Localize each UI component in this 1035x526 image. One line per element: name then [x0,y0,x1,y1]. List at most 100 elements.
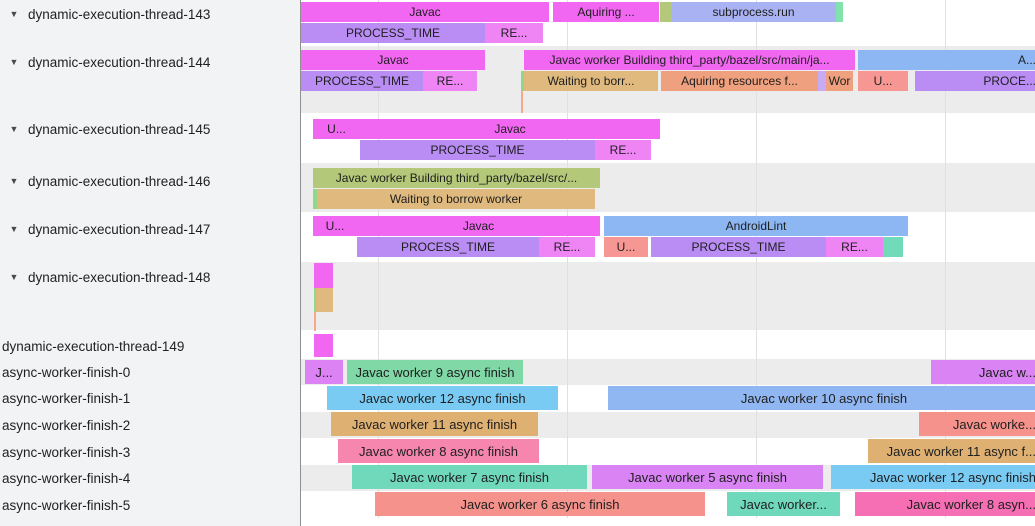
slice-label: subprocess.run [712,5,795,19]
slice-label: U... [873,74,893,88]
track-row-async-worker-finish-5[interactable]: async-worker-finish-5 [0,495,300,515]
timeline-slice-javac-worker-11-async-f-[interactable]: Javac worker 11 async f... [868,439,1035,463]
collapse-arrow-icon[interactable]: ▼ [9,57,19,67]
timeline-slice-proce-[interactable]: PROCE... [915,71,1035,91]
slice-label: RE... [609,143,637,157]
track-row-dynamic-execution-thread-145[interactable]: ▼ dynamic-execution-thread-145 [0,119,300,139]
timeline-slice[interactable] [521,91,523,113]
timeline-slice-re-[interactable]: RE... [485,23,543,43]
track-band [301,518,1035,526]
slice-label: Javac worker 11 async f... [886,443,1035,459]
timeline-slice-aquiring-resources-f-[interactable]: Aquiring resources f... [661,71,818,91]
track-row-dynamic-execution-thread-146[interactable]: ▼ dynamic-execution-thread-146 [0,171,300,191]
timeline-slice-re-[interactable]: RE... [539,237,595,257]
timeline-slice[interactable] [314,312,316,331]
timeline-canvas[interactable]: Javac Aquiring ... subprocess.run PROCESS_T… [301,0,1035,526]
track-row-dynamic-execution-thread-149[interactable]: dynamic-execution-thread-149 [0,336,300,356]
timeline-slice-re-[interactable]: RE... [826,237,883,257]
timeline-slice-javac[interactable]: Javac [301,2,549,22]
track-label: async-worker-finish-2 [2,417,131,433]
slice-label: PROCESS_TIME [400,240,496,254]
time-gridline [945,0,946,518]
track-row-async-worker-finish-2[interactable]: async-worker-finish-2 [0,415,300,435]
timeline-slice[interactable] [314,288,316,312]
timeline-slice-javac[interactable]: Javac [357,216,600,236]
timeline-slice-javac-worker-6-async-finish[interactable]: Javac worker 6 async finish [375,492,705,516]
collapse-arrow-icon[interactable]: ▼ [9,176,19,186]
timeline-slice-process-time[interactable]: PROCESS_TIME [301,71,423,91]
timeline-slice-re-[interactable]: RE... [423,71,477,91]
timeline-slice-javac-worker-building-third-party-bazel-src-[interactable]: Javac worker Building third_party/bazel/… [313,168,600,188]
timeline-slice-process-time[interactable]: PROCESS_TIME [651,237,826,257]
timeline-slice-wor[interactable]: Wor [826,71,853,91]
slice-label: PROCESS_TIME [345,26,441,40]
timeline-slice-j-[interactable]: J... [305,360,343,384]
timeline-slice-subprocess-run[interactable]: subprocess.run [671,2,836,22]
slice-label: Javac [494,122,526,136]
timeline-slice-javac-worker-10-async-finish[interactable]: Javac worker 10 async finish [608,386,1035,410]
track-row-dynamic-execution-thread-143[interactable]: ▼ dynamic-execution-thread-143 [0,4,300,24]
slice-label: Javac worker... [740,496,827,512]
timeline-slice-waiting-to-borr-[interactable]: Waiting to borr... [524,71,658,91]
slice-label: PROCE... [983,74,1035,88]
timeline-slice-javac-worker-12-async-finish[interactable]: Javac worker 12 async finish [831,465,1035,489]
timeline-slice[interactable] [314,334,333,357]
timeline-slice-javac-worker-8-asyn-[interactable]: Javac worker 8 asyn... [855,492,1035,516]
timeline-slice-javac-worker-11-async-finish[interactable]: Javac worker 11 async finish [331,412,538,436]
slice-label: Javac worker Building third_party/bazel/… [335,171,578,185]
track-row-async-worker-finish-0[interactable]: async-worker-finish-0 [0,362,300,382]
timeline-slice-javac-worker-[interactable]: Javac worker... [727,492,840,516]
slice-label: AndroidLint [725,219,787,233]
track-label: async-worker-finish-4 [2,470,131,486]
slice-label: Javac worker 5 async finish [628,469,787,485]
track-label: async-worker-finish-0 [2,364,131,380]
timeline-slice-a-[interactable]: A... [858,50,1035,70]
slice-label: Javac worker 9 async finish [355,364,515,380]
collapse-arrow-icon[interactable]: ▼ [9,124,19,134]
timeline-slice-javac-worker-8-async-finish[interactable]: Javac worker 8 async finish [338,439,539,463]
timeline-slice-javac[interactable]: Javac [301,50,485,70]
timeline-slice-javac-worker-7-async-finish[interactable]: Javac worker 7 async finish [352,465,587,489]
track-label: dynamic-execution-thread-144 [28,54,211,70]
timeline-slice[interactable] [316,288,333,312]
timeline-slice[interactable] [314,263,333,288]
timeline-slice-javac-worker-5-async-finish[interactable]: Javac worker 5 async finish [592,465,823,489]
track-row-async-worker-finish-1[interactable]: async-worker-finish-1 [0,388,300,408]
timeline-slice-process-time[interactable]: PROCESS_TIME [301,23,485,43]
track-row-dynamic-execution-thread-148[interactable]: ▼ dynamic-execution-thread-148 [0,267,300,287]
timeline-slice-javac-worker-12-async-finish[interactable]: Javac worker 12 async finish [327,386,558,410]
timeline-slice-waiting-to-borrow-worker[interactable]: Waiting to borrow worker [317,189,595,209]
track-sidebar: ▼ dynamic-execution-thread-143 ▼ dynamic-ex… [0,0,301,526]
track-row-dynamic-execution-thread-147[interactable]: ▼ dynamic-execution-thread-147 [0,219,300,239]
timeline-slice-process-time[interactable]: PROCESS_TIME [357,237,539,257]
track-row-async-worker-finish-4[interactable]: async-worker-finish-4 [0,468,300,488]
collapse-arrow-icon[interactable]: ▼ [9,272,19,282]
timeline-slice[interactable] [818,71,826,91]
timeline-slice[interactable] [313,189,317,209]
timeline-slice-re-[interactable]: RE... [595,140,651,160]
timeline-slice-u-[interactable]: U... [313,119,360,139]
timeline-slice[interactable] [836,2,843,22]
collapse-arrow-icon[interactable]: ▼ [9,224,19,234]
slice-label: Javac worker 8 async finish [359,443,518,459]
timeline-slice-u-[interactable]: U... [604,237,648,257]
timeline-slice-javac-worker-building-third-party-bazel-src-main-ja-[interactable]: Javac worker Building third_party/bazel/… [524,50,855,70]
timeline-slice-androidlint[interactable]: AndroidLint [604,216,908,236]
timeline-slice-u-[interactable]: U... [313,216,357,236]
timeline-slice-process-time[interactable]: PROCESS_TIME [360,140,595,160]
slice-label: RE... [841,240,868,254]
timeline-slice[interactable] [660,2,671,22]
timeline-slice-javac-worker-9-async-finish[interactable]: Javac worker 9 async finish [347,360,523,384]
track-row-dynamic-execution-thread-144[interactable]: ▼ dynamic-execution-thread-144 [0,52,300,72]
timeline-slice[interactable] [521,71,524,91]
track-band [301,262,1035,330]
timeline-slice-javac-w-[interactable]: Javac w... [931,360,1035,384]
track-row-async-worker-finish-3[interactable]: async-worker-finish-3 [0,442,300,462]
collapse-arrow-icon[interactable]: ▼ [9,9,19,19]
timeline-slice-aquiring-[interactable]: Aquiring ... [553,2,659,22]
timeline-slice[interactable] [883,237,903,257]
timeline-slice-u-[interactable]: U... [858,71,908,91]
timeline-slice-javac-worke-[interactable]: Javac worke... [919,412,1035,436]
timeline-slice-javac[interactable]: Javac [360,119,660,139]
